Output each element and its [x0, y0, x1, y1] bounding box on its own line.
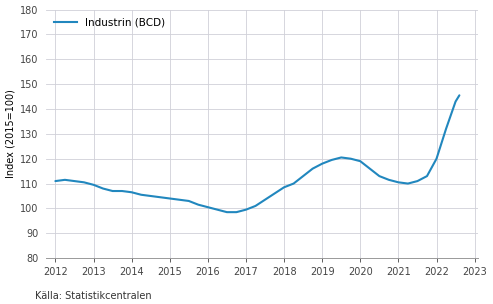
- Y-axis label: Index (2015=100): Index (2015=100): [5, 89, 16, 178]
- Text: Källa: Statistikcentralen: Källa: Statistikcentralen: [35, 291, 151, 301]
- Legend: Industrin (BCD): Industrin (BCD): [51, 15, 169, 31]
